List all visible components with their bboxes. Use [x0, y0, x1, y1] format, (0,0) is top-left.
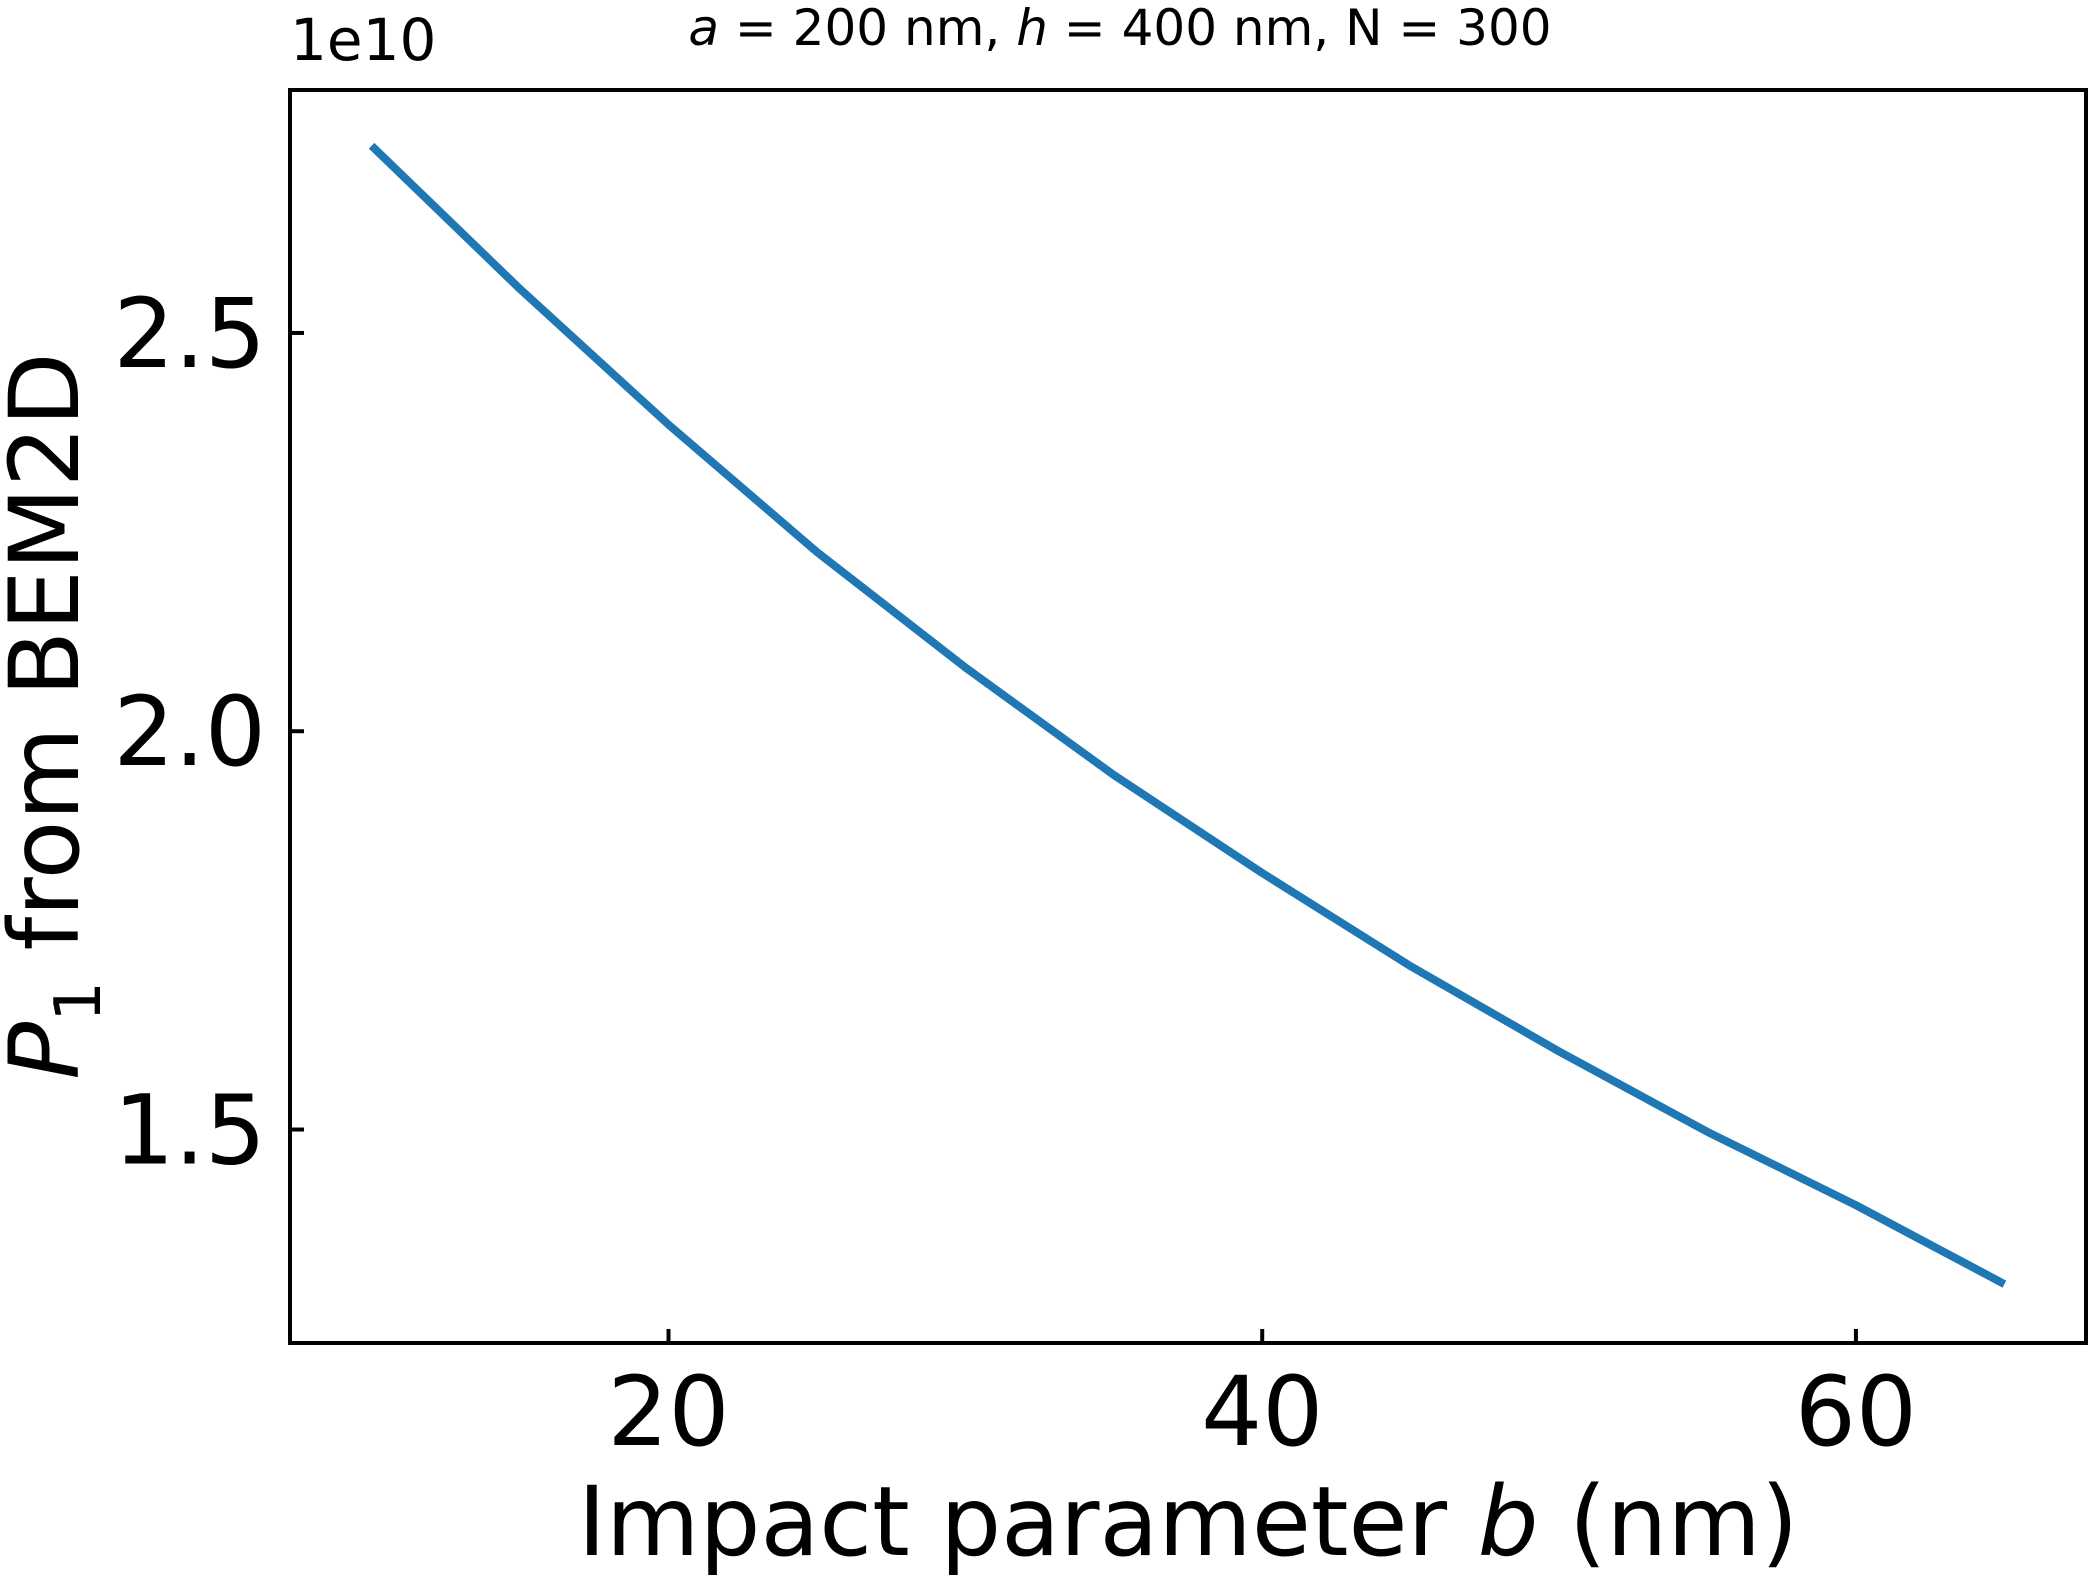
x-axis-label-suffix: (nm) — [1539, 1466, 1799, 1578]
x-axis-label-symbol: b — [1478, 1466, 1539, 1578]
y-tick-label: 2.5 — [113, 278, 266, 390]
title-a-value: = 200 nm, — [719, 0, 1016, 57]
y-axis-label-subscript: 1 — [42, 981, 116, 1022]
title-h-symbol: h — [1016, 0, 1048, 57]
y-axis-label: P1 from BEM2D — [0, 352, 116, 1079]
x-axis-label: Impact parameter b (nm) — [578, 1466, 1799, 1578]
y-axis-label-group: P1 from BEM2D — [0, 352, 116, 1079]
x-tick-label: 40 — [1201, 1356, 1323, 1468]
y-tick-label: 2.0 — [113, 676, 266, 788]
x-tick-label: 20 — [607, 1356, 729, 1468]
chart-title: a = 200 nm, h = 400 nm, N = 300 — [688, 0, 1551, 57]
x-axis-label-prefix: Impact parameter — [578, 1466, 1478, 1578]
plot-frame — [288, 88, 2088, 1345]
plot-content: 20 40 60 1.5 2.0 2.5 — [113, 142, 2007, 1468]
series-line — [368, 142, 2007, 1288]
title-a-symbol: a — [688, 0, 719, 57]
x-tick-label: 60 — [1795, 1356, 1917, 1468]
y-axis-label-symbol: P — [0, 1022, 101, 1080]
y-offset-text: 1e10 — [290, 6, 436, 74]
y-axis-label-suffix: from BEM2D — [0, 352, 101, 981]
title-h-value: = 400 nm, N = 300 — [1048, 0, 1552, 57]
y-tick-label: 1.5 — [113, 1075, 266, 1187]
